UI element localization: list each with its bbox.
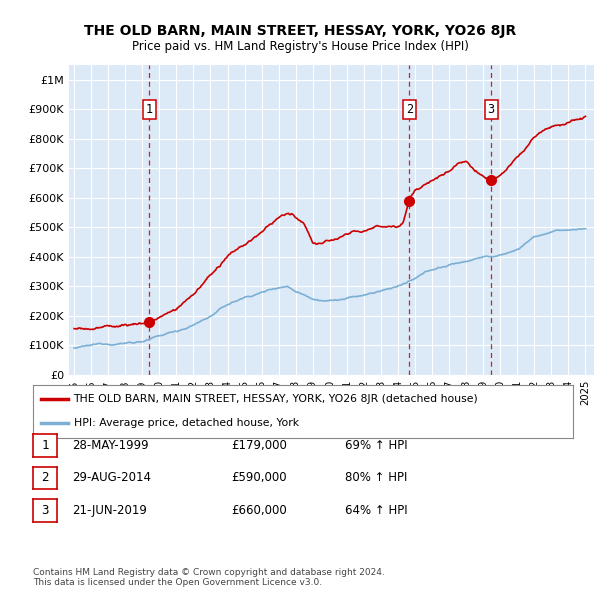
- Text: Contains HM Land Registry data © Crown copyright and database right 2024.
This d: Contains HM Land Registry data © Crown c…: [33, 568, 385, 587]
- Text: 64% ↑ HPI: 64% ↑ HPI: [345, 504, 407, 517]
- Text: HPI: Average price, detached house, York: HPI: Average price, detached house, York: [74, 418, 299, 428]
- Text: £590,000: £590,000: [231, 471, 287, 484]
- Text: THE OLD BARN, MAIN STREET, HESSAY, YORK, YO26 8JR: THE OLD BARN, MAIN STREET, HESSAY, YORK,…: [84, 24, 516, 38]
- Text: 69% ↑ HPI: 69% ↑ HPI: [345, 439, 407, 452]
- Text: £179,000: £179,000: [231, 439, 287, 452]
- Text: 21-JUN-2019: 21-JUN-2019: [72, 504, 147, 517]
- Text: 1: 1: [146, 103, 153, 116]
- Text: 80% ↑ HPI: 80% ↑ HPI: [345, 471, 407, 484]
- Text: 28-MAY-1999: 28-MAY-1999: [72, 439, 149, 452]
- Text: 1: 1: [41, 439, 49, 452]
- Text: £660,000: £660,000: [231, 504, 287, 517]
- Text: Price paid vs. HM Land Registry's House Price Index (HPI): Price paid vs. HM Land Registry's House …: [131, 40, 469, 53]
- Text: 3: 3: [488, 103, 495, 116]
- Text: 2: 2: [406, 103, 413, 116]
- Text: 29-AUG-2014: 29-AUG-2014: [72, 471, 151, 484]
- Text: 2: 2: [41, 471, 49, 484]
- Text: 3: 3: [41, 504, 49, 517]
- Text: THE OLD BARN, MAIN STREET, HESSAY, YORK, YO26 8JR (detached house): THE OLD BARN, MAIN STREET, HESSAY, YORK,…: [74, 394, 478, 404]
